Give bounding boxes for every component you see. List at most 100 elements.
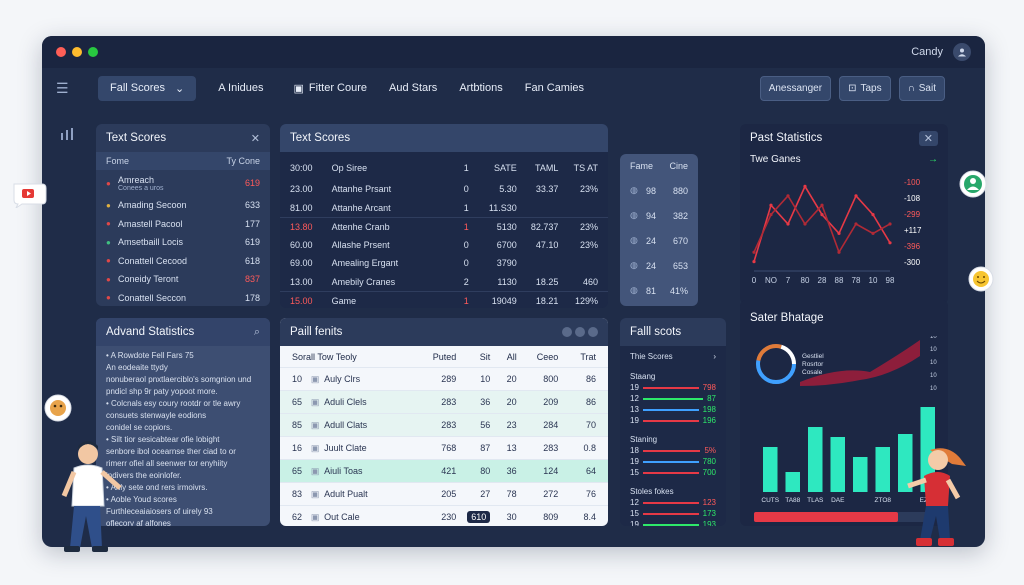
messenger-button[interactable]: Anessanger: [759, 75, 832, 101]
close-icon[interactable]: ✕: [918, 130, 938, 146]
chevron-right-icon[interactable]: ›: [713, 352, 716, 361]
table-row[interactable]: 65 ▣ Aduli Clels 283 36 20 209 86: [280, 391, 608, 414]
score-value: 798: [702, 383, 716, 392]
table-row[interactable]: ◍ 94 382: [620, 203, 698, 228]
table-row[interactable]: 15.00 Game 1 19049 18.21 129%: [280, 291, 608, 308]
scores-dropdown[interactable]: Fall Scores ⌄: [98, 75, 197, 101]
table-row[interactable]: ● Conattell Cecood 618: [96, 252, 270, 271]
table-row[interactable]: ◍ 24 653: [620, 253, 698, 278]
score-bar: [642, 419, 699, 422]
x-tick-label: DAE: [831, 497, 845, 504]
table-cell: 205: [419, 489, 456, 499]
table-row[interactable]: ◍ 24 670: [620, 228, 698, 253]
table-row[interactable]: ● Conattell Seccon 178: [96, 289, 270, 307]
nav-link-aud-stars[interactable]: Aud Stars: [389, 82, 437, 94]
circle-control-icon[interactable]: [575, 327, 585, 337]
score-row[interactable]: 19 780: [620, 456, 726, 467]
legend-value: -100: [904, 178, 921, 187]
cell-value: 87: [480, 443, 491, 453]
row-number: 65: [292, 466, 303, 476]
score-index: 19: [630, 416, 639, 425]
score-row[interactable]: 19 193: [620, 519, 726, 526]
table-row[interactable]: 62 ▣ Out Cale 230 610 30 809 8.4: [280, 506, 608, 526]
table-row[interactable]: 10 ▣ Auly Clrs 289 10 20 800 86: [280, 368, 608, 391]
circle-control-icon[interactable]: [562, 327, 572, 337]
score-row[interactable]: 13 198: [620, 404, 726, 415]
user-menu[interactable]: Candy: [911, 43, 971, 61]
statistics-line: • Colcnals esy coury rootdr or tle awry: [106, 399, 241, 408]
column-header: Fame: [630, 161, 654, 171]
score-row[interactable]: 19 798: [620, 382, 726, 393]
table-row[interactable]: 16 ▣ Juult Clate 768 87 13 283 0.8: [280, 437, 608, 460]
table-row[interactable]: ● Amastell Pacool 177: [96, 215, 270, 234]
circle-control-icon[interactable]: [588, 327, 598, 337]
score-row[interactable]: 19 196: [620, 415, 726, 426]
close-window-button[interactable]: [56, 47, 66, 57]
table-row[interactable]: ● Amading Secoon 633: [96, 196, 270, 215]
legend-value: -300: [904, 258, 921, 267]
column-header: Cine: [669, 161, 688, 171]
score-row[interactable]: 15 173: [620, 508, 726, 519]
close-icon[interactable]: ✕: [250, 132, 260, 145]
search-icon[interactable]: ⌕: [253, 325, 260, 338]
button-label: Taps: [860, 82, 882, 94]
taps-button[interactable]: ⊡ Taps: [839, 75, 891, 101]
table-row[interactable]: 13.80 Attenhe Cranb 1 5130 82.737 23%: [280, 217, 608, 236]
score-row[interactable]: 12 87: [620, 393, 726, 404]
table-cell: 768: [419, 443, 456, 453]
text-scores-panel: Text Scores ✕ Fome Ty Cone ● Amreach Conee…: [96, 124, 270, 306]
x-tick-label: TLAS: [807, 497, 824, 504]
data-point: [752, 260, 756, 264]
score-row[interactable]: 12 123: [620, 497, 726, 508]
column-header: All: [506, 351, 517, 362]
row-value: 618: [244, 255, 260, 266]
hamburger-menu-icon[interactable]: ☰: [56, 79, 69, 96]
table-cell: 69.00: [290, 258, 313, 269]
row-name: Conattell Cecood: [118, 256, 234, 266]
maximize-window-button[interactable]: [88, 47, 98, 57]
table-cell: 23%: [579, 221, 598, 232]
sidebar-chart-icon[interactable]: [60, 128, 74, 143]
table-row[interactable]: ● Amreach Conees a uros 619: [96, 170, 270, 196]
table-row[interactable]: 69.00 Amealing Ergant 0 3790: [280, 254, 608, 273]
table-row[interactable]: ◍ 98 880: [620, 178, 698, 203]
panel-header: Text Scores ✕: [96, 124, 270, 152]
column-header: Trat: [580, 351, 597, 362]
table-cell: 27: [456, 489, 490, 499]
table-row[interactable]: ◍ 81 41%: [620, 278, 698, 303]
text-scores-detail-panel: Text Scores 30:00 Op Siree 1 SATE TAML TS AT 2…: [280, 124, 608, 308]
score-bar: [642, 460, 699, 463]
table-body: ◍ 98 880 ◍ 94 382 ◍ 24 670 ◍ 24 653 ◍ 81 41%: [620, 178, 698, 303]
nav-link-fan-camies[interactable]: Fan Camies: [525, 82, 584, 94]
table-row[interactable]: ● Amsetbaill Locis 619: [96, 233, 270, 252]
nav-link-artbtions[interactable]: Artbtions: [459, 82, 502, 94]
table-row[interactable]: 65 ▣ Aiuli Toas 421 80 36 124 64: [280, 460, 608, 483]
table-row[interactable]: 60.00 Allashe Prsent 0 6700 47.10 23%: [280, 236, 608, 255]
nav-link-fitter-coure[interactable]: ▣ Fitter Coure: [294, 82, 367, 95]
score-index: 13: [630, 405, 639, 414]
table-row[interactable]: 13.00 Amebily Cranes 2 1130 18.25 460: [280, 273, 608, 292]
table-cell: 0: [463, 258, 469, 269]
score-row[interactable]: 15 700: [620, 467, 726, 478]
nav-link-inidues[interactable]: A Inidues: [218, 82, 263, 94]
table-row[interactable]: 83 ▣ Adult Pualt 205 27 78 272 76: [280, 483, 608, 506]
row-name: Coneidy Teront: [118, 274, 234, 284]
sait-button[interactable]: ∩ Sait: [898, 75, 945, 101]
panel-title: Past Statistics: [750, 132, 823, 144]
cell-value: 20: [506, 397, 517, 407]
table-cell: 18.25: [535, 276, 559, 287]
girl-illustration: [900, 444, 972, 557]
minimize-window-button[interactable]: [72, 47, 82, 57]
table-row[interactable]: 85 ▣ Adull Clats 283 56 23 284 70: [280, 414, 608, 437]
score-row[interactable]: 18 5%: [620, 445, 726, 456]
bar: [763, 447, 778, 492]
statistics-line: oflecory af alfones: [106, 519, 171, 526]
table-row[interactable]: 23.00 Attanhe Prsant 0 5.30 33.37 23%: [280, 180, 608, 199]
table-row[interactable]: 81.00 Attanhe Arcant 1 11.S30: [280, 199, 608, 218]
column-header: Fome: [106, 156, 130, 166]
score-bar: [642, 471, 699, 474]
cell-value: 80: [480, 466, 491, 476]
score-index: 12: [630, 394, 639, 403]
y-tick-label: 10: [930, 373, 937, 379]
table-row[interactable]: ● Coneidy Teront 837: [96, 270, 270, 289]
